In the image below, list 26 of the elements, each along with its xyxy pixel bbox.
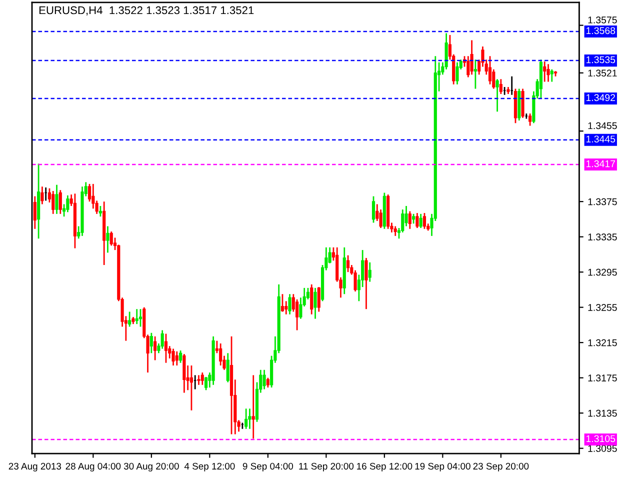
y-tick-label: 1.3335 xyxy=(588,234,617,240)
y-tick-label: 1.3575 xyxy=(588,16,617,24)
x-tick-label: 19 Sep 04:00 xyxy=(415,462,470,472)
ref-line-label: 1.3535 xyxy=(586,56,616,64)
x-tick-label: 30 Aug 20:00 xyxy=(124,462,179,472)
y-tick-label: 1.3375 xyxy=(588,198,617,206)
y-tick-label: 1.3521 xyxy=(588,70,617,77)
x-tick-label: 28 Aug 04:00 xyxy=(66,462,121,472)
y-tick-label: 1.3455 xyxy=(588,122,617,130)
x-tick-label: 23 Aug 2013 xyxy=(8,462,62,472)
x-tick-label: 23 Sep 20:00 xyxy=(473,462,529,472)
x-tick-label: 4 Sep 12:00 xyxy=(184,462,235,472)
ref-line-label: 1.3105 xyxy=(586,435,616,442)
x-tick-label: 9 Sep 04:00 xyxy=(242,462,294,472)
y-tick-label: 1.3255 xyxy=(588,304,617,311)
y-tick-label: 1.3215 xyxy=(588,339,617,346)
y-tick-label: 1.3175 xyxy=(588,374,617,382)
x-tick-label: 16 Sep 12:00 xyxy=(357,462,412,472)
y-tick-label: 1.3295 xyxy=(588,268,617,276)
ref-line-label: 1.3492 xyxy=(586,94,616,102)
ref-line-label: 1.3417 xyxy=(586,160,616,168)
x-tick-label: 11 Sep 20:00 xyxy=(299,462,354,472)
y-tick-label: 1.3135 xyxy=(588,410,617,417)
ref-line-label: 1.3445 xyxy=(586,136,616,142)
ref-line-label: 1.3568 xyxy=(586,27,616,34)
chart-title: EURUSD,H4 1.3522 1.3523 1.3517 1.3521 xyxy=(39,6,254,16)
